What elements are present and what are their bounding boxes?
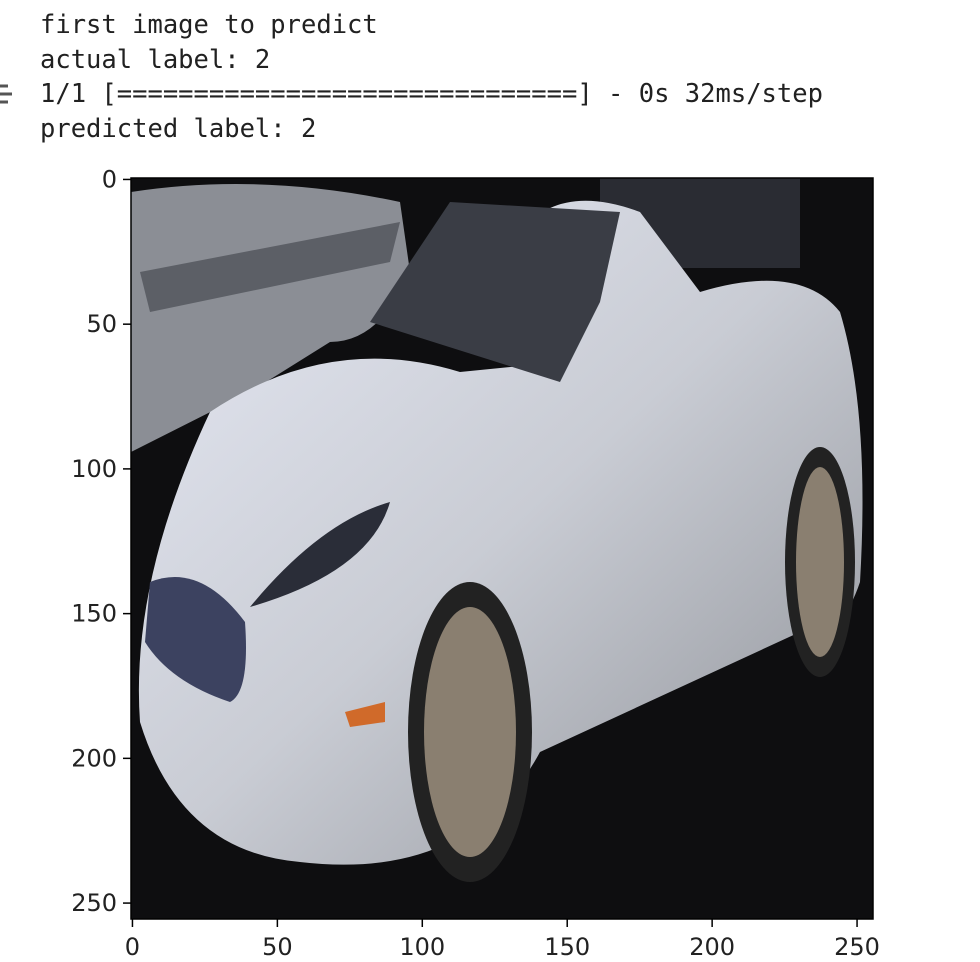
output-line: actual label: 2 <box>40 45 271 75</box>
y-tick-label: 200 <box>71 744 117 772</box>
output-line: first image to predict <box>40 10 378 40</box>
y-tick-label: 0 <box>102 165 117 193</box>
x-tick-label: 150 <box>544 933 590 961</box>
output-line: predicted label: 2 <box>40 114 317 144</box>
y-tick-label: 250 <box>71 889 117 917</box>
x-tick-label: 50 <box>262 933 293 961</box>
y-tick-label: 100 <box>71 455 117 483</box>
y-tick-label: 150 <box>71 600 117 628</box>
image-plot: 0 50 100 150 200 250 0 50 100 150 200 250 <box>71 165 880 961</box>
y-tick-label: 50 <box>86 310 117 338</box>
car-image <box>131 178 873 919</box>
x-tick-label: 100 <box>399 933 445 961</box>
x-tick-label: 250 <box>834 933 880 961</box>
x-tick-label: 0 <box>125 933 140 961</box>
axes-frame <box>130 177 874 920</box>
output-line: 1/1 [==============================] - 0… <box>40 79 823 109</box>
output-icon[interactable] <box>0 80 14 110</box>
x-tick-label: 200 <box>689 933 735 961</box>
